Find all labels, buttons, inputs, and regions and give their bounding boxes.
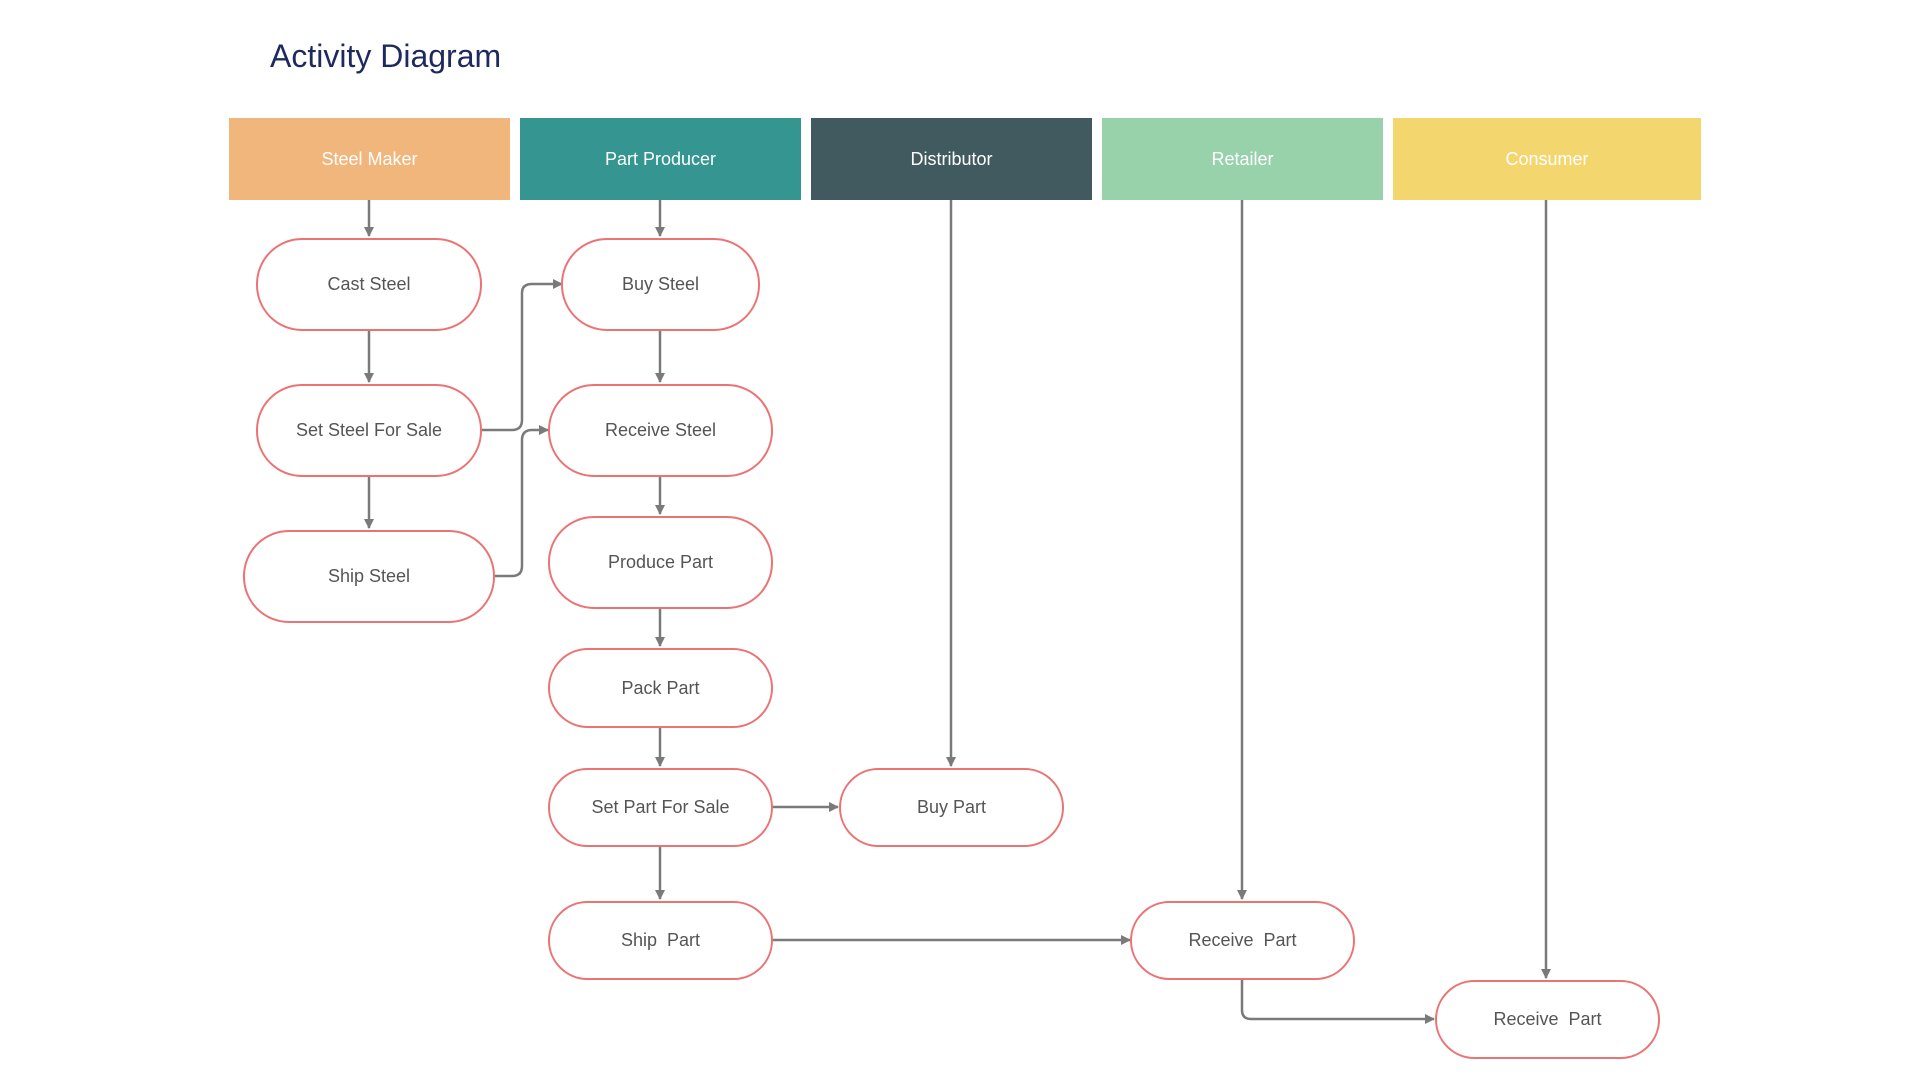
node-set-steel-for-sale: Set Steel For Sale <box>256 384 482 477</box>
node-ship-part: Ship Part <box>548 901 773 980</box>
lane-header-consumer: Consumer <box>1393 118 1701 200</box>
lane-header-distributor: Distributor <box>811 118 1092 200</box>
lane-header-retailer: Retailer <box>1102 118 1383 200</box>
connector-receive-part-to-consumer <box>1240 980 1435 1024</box>
node-cast-steel: Cast Steel <box>256 238 482 331</box>
node-set-part-for-sale: Set Part For Sale <box>548 768 773 847</box>
lane-header-steel-maker: Steel Maker <box>229 118 510 200</box>
node-pack-part: Pack Part <box>548 648 773 728</box>
lane-header-part-producer: Part Producer <box>520 118 801 200</box>
node-receive-steel: Receive Steel <box>548 384 773 477</box>
node-produce-part: Produce Part <box>548 516 773 609</box>
connector-set-steel-to-buy-steel <box>481 279 563 432</box>
node-buy-part: Buy Part <box>839 768 1064 847</box>
node-receive-part-consumer: Receive Part <box>1435 980 1660 1059</box>
node-buy-steel: Buy Steel <box>561 238 760 331</box>
node-ship-steel: Ship Steel <box>243 530 495 623</box>
diagram-title: Activity Diagram <box>270 38 502 74</box>
node-receive-part-retailer: Receive Part <box>1130 901 1355 980</box>
connector-ship-steel-to-receive-steel <box>494 425 549 578</box>
